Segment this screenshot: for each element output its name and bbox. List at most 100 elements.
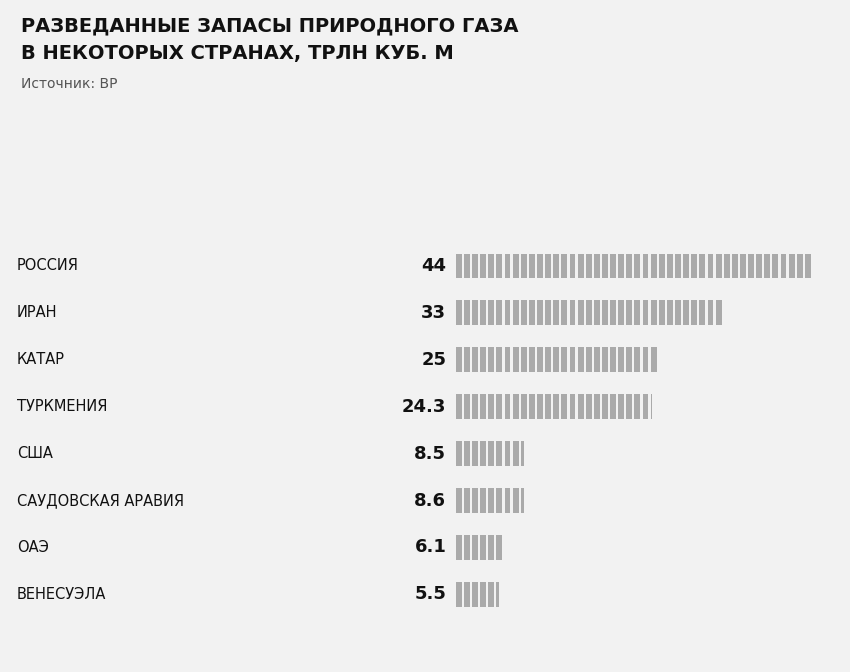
Bar [610, 347, 616, 372]
Text: 44: 44 [422, 257, 446, 275]
Bar [545, 347, 551, 372]
Bar [480, 536, 486, 560]
Bar [472, 582, 478, 607]
Bar [602, 300, 608, 325]
Bar [545, 394, 551, 419]
Bar [464, 300, 470, 325]
Bar [764, 253, 770, 278]
Bar [496, 536, 502, 560]
Bar [537, 394, 543, 419]
Text: КАТАР: КАТАР [17, 352, 65, 367]
Bar [756, 253, 762, 278]
Bar [480, 394, 486, 419]
Bar [586, 300, 592, 325]
Bar [480, 442, 486, 466]
Bar [472, 489, 478, 513]
Bar [529, 394, 535, 419]
Bar [505, 300, 511, 325]
Bar [472, 347, 478, 372]
Bar [464, 394, 470, 419]
Bar [480, 253, 486, 278]
Bar [700, 300, 706, 325]
Bar [505, 442, 511, 466]
Bar [643, 394, 649, 419]
Text: САУДОВСКАЯ АРАВИЯ: САУДОВСКАЯ АРАВИЯ [17, 493, 184, 508]
Bar [667, 300, 673, 325]
Bar [505, 489, 511, 513]
Bar [675, 300, 681, 325]
Bar [505, 394, 511, 419]
Text: В НЕКОТОРЫХ СТРАНАХ, ТРЛН КУБ. М: В НЕКОТОРЫХ СТРАНАХ, ТРЛН КУБ. М [21, 44, 454, 62]
Bar [659, 253, 665, 278]
Bar [634, 394, 640, 419]
Bar [456, 300, 462, 325]
Text: 33: 33 [422, 304, 446, 322]
Bar [651, 394, 653, 419]
Bar [464, 347, 470, 372]
Bar [505, 347, 511, 372]
Bar [586, 253, 592, 278]
Text: 5.5: 5.5 [414, 585, 446, 603]
Bar [643, 300, 649, 325]
Bar [513, 489, 518, 513]
Bar [594, 300, 600, 325]
Bar [643, 253, 649, 278]
Bar [480, 347, 486, 372]
Bar [480, 489, 486, 513]
Bar [561, 300, 567, 325]
Text: 6.1: 6.1 [414, 538, 446, 556]
Bar [618, 253, 624, 278]
Text: 24.3: 24.3 [402, 398, 446, 415]
Bar [594, 394, 600, 419]
Bar [553, 300, 559, 325]
Bar [464, 582, 470, 607]
Bar [464, 253, 470, 278]
Text: 25: 25 [422, 351, 446, 369]
Bar [667, 253, 673, 278]
Bar [456, 582, 462, 607]
Bar [472, 300, 478, 325]
Bar [496, 347, 502, 372]
Bar [659, 300, 665, 325]
Bar [464, 536, 470, 560]
Bar [505, 253, 511, 278]
Bar [707, 253, 713, 278]
Bar [796, 253, 802, 278]
Bar [489, 253, 494, 278]
Bar [529, 347, 535, 372]
Bar [513, 347, 518, 372]
Bar [456, 253, 462, 278]
Bar [513, 300, 518, 325]
Bar [464, 489, 470, 513]
Bar [691, 253, 697, 278]
Bar [561, 347, 567, 372]
Bar [602, 253, 608, 278]
Bar [472, 394, 478, 419]
Bar [716, 300, 722, 325]
Text: Источник: BP: Источник: BP [21, 77, 118, 91]
Bar [634, 347, 640, 372]
Bar [651, 347, 656, 372]
Bar [626, 253, 632, 278]
Bar [700, 253, 706, 278]
Text: США: США [17, 446, 53, 461]
Bar [529, 300, 535, 325]
Bar [480, 300, 486, 325]
Bar [496, 442, 502, 466]
Bar [626, 394, 632, 419]
Bar [602, 347, 608, 372]
Bar [537, 347, 543, 372]
Bar [570, 300, 575, 325]
Bar [537, 253, 543, 278]
Bar [724, 253, 729, 278]
Text: ВЕНЕСУЭЛА: ВЕНЕСУЭЛА [17, 587, 106, 602]
Bar [529, 253, 535, 278]
Bar [626, 300, 632, 325]
Bar [521, 442, 524, 466]
Bar [464, 442, 470, 466]
Bar [780, 253, 786, 278]
Bar [651, 253, 656, 278]
Bar [513, 394, 518, 419]
Bar [586, 394, 592, 419]
Bar [521, 300, 527, 325]
